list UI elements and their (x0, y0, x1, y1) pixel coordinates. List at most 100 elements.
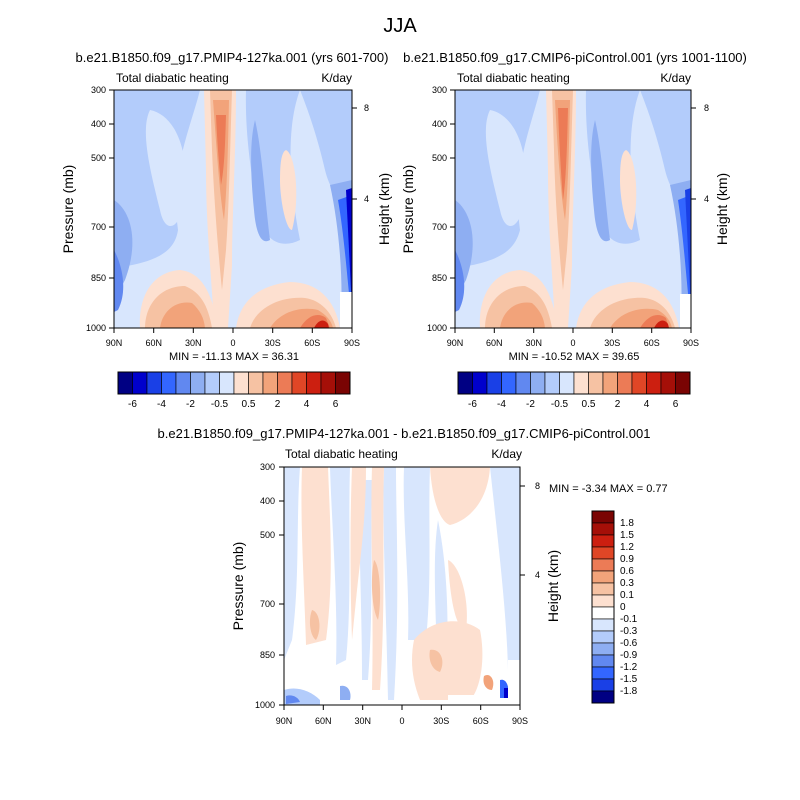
colorbar: 1.81.51.20.90.60.30.10-0.1-0.3-0.6-0.9-1… (591, 510, 638, 704)
colorbar-swatch (233, 371, 249, 395)
x-tick-label: 30S (604, 338, 620, 348)
x-tick-label: 30S (433, 716, 449, 726)
colorbar-swatch (591, 522, 615, 536)
colorbar-swatch (117, 371, 133, 395)
colorbar-swatch (335, 371, 351, 395)
colorbar-tick-label: -0.1 (620, 614, 638, 625)
colorbar-swatch (591, 642, 615, 656)
colorbar-swatch (559, 371, 575, 395)
colorbar-swatch (591, 654, 615, 668)
y-tick-label: 500 (91, 153, 106, 163)
left-label: Total diabatic heating (457, 71, 570, 85)
y-axis-label-right: Height (km) (545, 550, 561, 622)
colorbar-tick-label: 0.6 (620, 566, 634, 577)
colorbar-swatch (457, 371, 473, 395)
colorbar-swatch (617, 371, 633, 395)
colorbar-tick-label: 0.1 (620, 590, 634, 601)
colorbar-swatch (591, 606, 615, 620)
colorbar-tick-label: -0.3 (620, 626, 638, 637)
colorbar-swatch (515, 371, 531, 395)
colorbar-frame (457, 371, 691, 395)
colorbar-swatch (132, 371, 148, 395)
y-tick-label: 850 (432, 273, 447, 283)
colorbar-swatch (486, 371, 502, 395)
x-tick-label: 30N (185, 338, 202, 348)
panel-left: b.e21.B1850.f09_g17.PMIP4-127ka.001 (yrs… (60, 50, 392, 410)
x-tick-label: 0 (570, 338, 575, 348)
colorbar-tick-label: -2 (186, 399, 195, 410)
panel-right: b.e21.B1850.f09_g17.CMIP6-piControl.001 … (400, 50, 747, 410)
colorbar-tick-label: 4 (304, 399, 310, 410)
colorbar-swatch (591, 690, 615, 704)
colorbar-tick-label: -1.2 (620, 662, 638, 673)
y-tick-label: 850 (260, 650, 275, 660)
y-ticks: 300 400 500 700 850 1000 8 4 (427, 85, 709, 333)
colorbar-swatch (591, 546, 615, 560)
y-tick-label: 300 (432, 85, 447, 95)
colorbar-tick-label: 4 (644, 399, 650, 410)
colorbar-swatch (277, 371, 293, 395)
colorbar-tick-label: 1.2 (620, 542, 634, 553)
y-right-tick-label: 4 (364, 194, 369, 204)
y-tick-label: 700 (260, 599, 275, 609)
panel-title: b.e21.B1850.f09_g17.CMIP6-piControl.001 … (403, 50, 747, 65)
x-tick-label: 0 (230, 338, 235, 348)
x-tick-label: 30S (265, 338, 281, 348)
colorbar-swatch (591, 510, 615, 524)
colorbar-tick-label: 0.5 (582, 399, 596, 410)
y-right-tick-label: 4 (535, 570, 540, 580)
y-tick-label: 500 (432, 153, 447, 163)
colorbar: -6 -4 -2 -0.5 0.5 2 4 6 (457, 371, 691, 410)
colorbar-swatch (573, 371, 589, 395)
y-axis-label-right: Height (km) (714, 173, 730, 245)
contour-field (114, 90, 352, 328)
colorbar-tick-label: -0.5 (551, 399, 569, 410)
colorbar-swatch (675, 371, 691, 395)
colorbar-tick-label: -0.5 (211, 399, 229, 410)
colorbar-swatch (591, 678, 615, 692)
y-tick-label: 1000 (255, 700, 275, 710)
colorbar-swatch (591, 630, 615, 644)
colorbar-swatch (591, 666, 615, 680)
colorbar-swatch (591, 570, 615, 584)
colorbar-swatch (248, 371, 264, 395)
colorbar-tick-label: -6 (468, 399, 477, 410)
left-label: Total diabatic heating (285, 447, 398, 461)
y-tick-label: 700 (91, 222, 106, 232)
min-max-label: MIN = -3.34 MAX = 0.77 (549, 483, 668, 495)
x-tick-label: 0 (399, 716, 404, 726)
left-label: Total diabatic heating (116, 71, 229, 85)
contour-field (284, 467, 520, 705)
x-tick-label: 30N (354, 716, 371, 726)
y-right-tick-label: 8 (535, 481, 540, 491)
colorbar-frame (117, 371, 351, 395)
colorbar-swatch (219, 371, 235, 395)
colorbar-swatch (161, 371, 177, 395)
colorbar-tick-label: -0.9 (620, 650, 638, 661)
right-label: K/day (491, 447, 522, 461)
x-tick-label: 90N (276, 716, 293, 726)
y-axis-label-right: Height (km) (376, 173, 392, 245)
panel-title: b.e21.B1850.f09_g17.PMIP4-127ka.001 (yrs… (76, 50, 389, 65)
x-tick-label: 60S (644, 338, 660, 348)
x-tick-label: 60N (486, 338, 503, 348)
colorbar-swatch (588, 371, 604, 395)
colorbar-swatch (591, 558, 615, 572)
colorbar-swatch (501, 371, 517, 395)
colorbar-tick-label: 0.9 (620, 554, 634, 565)
x-tick-label: 30N (525, 338, 542, 348)
colorbar-swatch (591, 594, 615, 608)
colorbar-swatch (530, 371, 546, 395)
colorbar-swatch (190, 371, 206, 395)
y-tick-label: 850 (91, 273, 106, 283)
colorbar-swatch (291, 371, 307, 395)
y-axis-label: Pressure (mb) (230, 542, 246, 631)
panel-difference: b.e21.B1850.f09_g17.PMIP4-127ka.001 - b.… (158, 426, 668, 726)
right-label: K/day (660, 71, 691, 85)
colorbar-swatch (146, 371, 162, 395)
colorbar-swatch (472, 371, 488, 395)
colorbar-swatch (544, 371, 560, 395)
x-tick-label: 90S (344, 338, 360, 348)
y-tick-label: 500 (260, 530, 275, 540)
y-tick-label: 300 (91, 85, 106, 95)
